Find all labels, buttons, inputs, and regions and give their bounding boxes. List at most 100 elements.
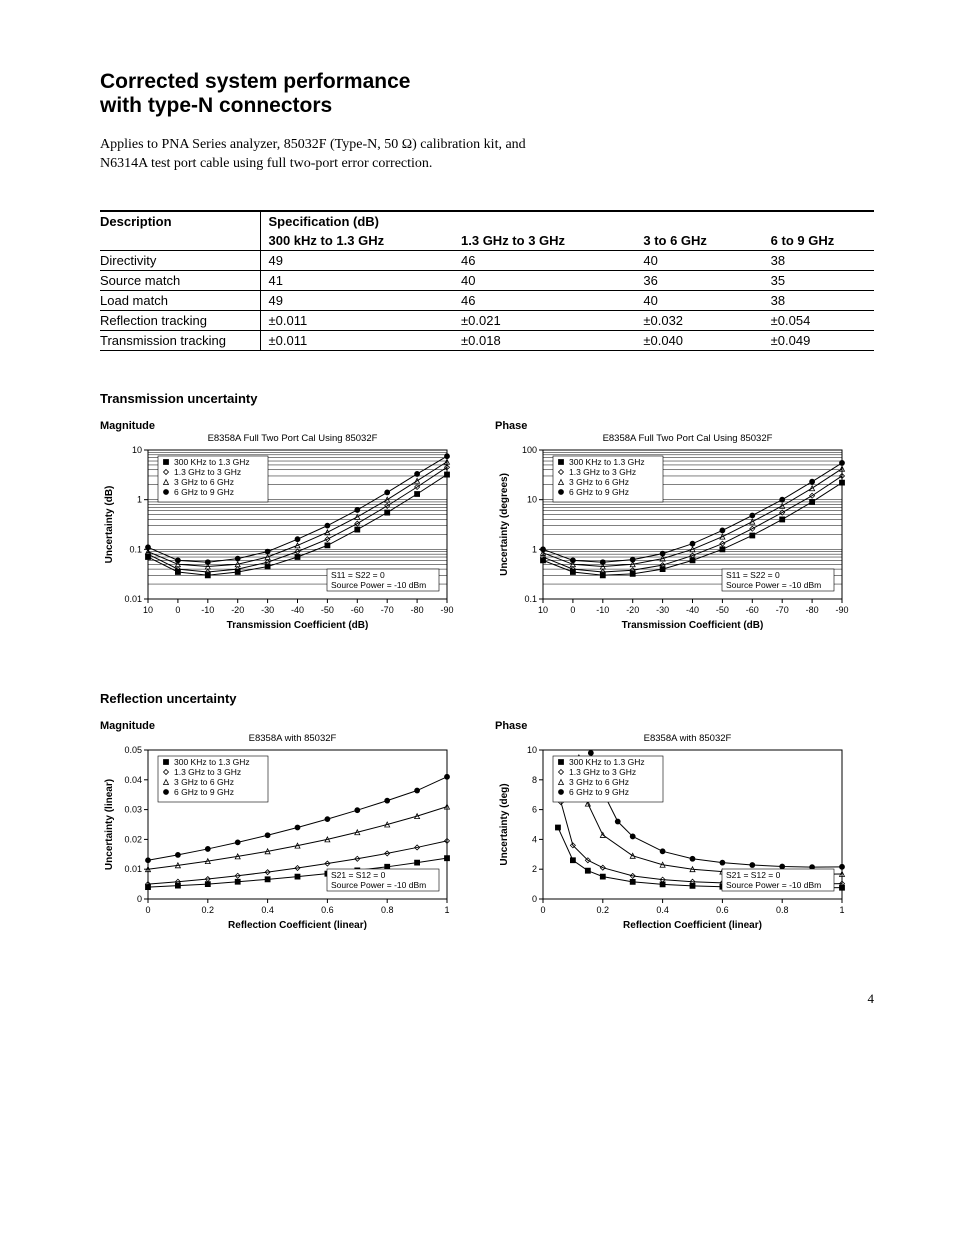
cell: 36 xyxy=(619,271,746,291)
svg-text:0: 0 xyxy=(137,894,142,904)
svg-text:-10: -10 xyxy=(596,605,609,615)
cell: ±0.018 xyxy=(437,331,619,351)
svg-text:S11 = S22 = 0: S11 = S22 = 0 xyxy=(726,570,780,580)
chart-svg: 00.20.40.60.810246810Reflection Coeffici… xyxy=(495,746,850,931)
row-label: Transmission tracking xyxy=(100,331,260,351)
svg-text:Reflection Coefficient (linear: Reflection Coefficient (linear) xyxy=(228,920,367,931)
cell: 40 xyxy=(619,251,746,271)
svg-text:Transmission Coefficient (dB): Transmission Coefficient (dB) xyxy=(227,620,369,631)
svg-text:-80: -80 xyxy=(411,605,424,615)
row-label: Reflection tracking xyxy=(100,311,260,331)
svg-text:1.3 GHz to 3 GHz: 1.3 GHz to 3 GHz xyxy=(174,467,241,477)
cell: 38 xyxy=(747,291,874,311)
svg-text:0: 0 xyxy=(175,605,180,615)
svg-text:3 GHz to 6 GHz: 3 GHz to 6 GHz xyxy=(174,477,234,487)
heading-line: Corrected system performance xyxy=(100,70,410,93)
cell: ±0.032 xyxy=(619,311,746,331)
page-heading: Corrected system performance with type-N… xyxy=(100,70,874,118)
table-row: Source match41403635 xyxy=(100,271,874,291)
intro-paragraph: Applies to PNA Series analyzer, 85032F (… xyxy=(100,136,540,174)
svg-text:3 GHz to 6 GHz: 3 GHz to 6 GHz xyxy=(174,777,234,787)
svg-text:1.3 GHz to 3 GHz: 1.3 GHz to 3 GHz xyxy=(569,467,636,477)
svg-text:0.03: 0.03 xyxy=(124,805,142,815)
svg-text:1.3 GHz to 3 GHz: 1.3 GHz to 3 GHz xyxy=(174,767,241,777)
th-description: Description xyxy=(100,211,260,231)
svg-text:0.8: 0.8 xyxy=(776,905,789,915)
svg-text:1: 1 xyxy=(137,495,142,505)
svg-text:S11 = S22 = 0: S11 = S22 = 0 xyxy=(331,570,385,580)
svg-text:3 GHz to 6 GHz: 3 GHz to 6 GHz xyxy=(569,777,629,787)
svg-text:-50: -50 xyxy=(321,605,334,615)
chart-title: E8358A with 85032F xyxy=(495,733,850,744)
row-label: Load match xyxy=(100,291,260,311)
spec-table: Description Specification (dB) 300 kHz t… xyxy=(100,210,874,351)
svg-text:-90: -90 xyxy=(835,605,848,615)
svg-text:0.02: 0.02 xyxy=(124,834,142,844)
svg-text:0: 0 xyxy=(145,905,150,915)
th-col: 1.3 GHz to 3 GHz xyxy=(437,231,619,251)
svg-text:0.2: 0.2 xyxy=(202,905,215,915)
svg-text:6 GHz to 9 GHz: 6 GHz to 9 GHz xyxy=(569,487,629,497)
svg-text:Uncertainty (deg): Uncertainty (deg) xyxy=(499,783,510,865)
svg-text:-60: -60 xyxy=(746,605,759,615)
cell: ±0.011 xyxy=(260,311,437,331)
svg-text:6 GHz to 9 GHz: 6 GHz to 9 GHz xyxy=(569,787,629,797)
svg-text:-50: -50 xyxy=(716,605,729,615)
svg-text:Uncertainty (degrees): Uncertainty (degrees) xyxy=(499,473,510,576)
svg-text:-40: -40 xyxy=(291,605,304,615)
svg-text:Source Power = -10 dBm: Source Power = -10 dBm xyxy=(726,880,821,890)
svg-text:0.1: 0.1 xyxy=(524,594,537,604)
svg-text:10: 10 xyxy=(527,495,537,505)
svg-text:10: 10 xyxy=(143,605,153,615)
th-col: 6 to 9 GHz xyxy=(747,231,874,251)
svg-text:-90: -90 xyxy=(440,605,453,615)
chart-subtitle: Phase xyxy=(495,420,850,432)
chart-title: E8358A Full Two Port Cal Using 85032F xyxy=(495,433,850,444)
section-title: Transmission uncertainty xyxy=(100,391,874,406)
svg-text:2: 2 xyxy=(532,864,537,874)
svg-text:-60: -60 xyxy=(351,605,364,615)
svg-text:8: 8 xyxy=(532,775,537,785)
cell: 49 xyxy=(260,251,437,271)
svg-text:Source Power = -10 dBm: Source Power = -10 dBm xyxy=(331,880,426,890)
table-row: Load match49464038 xyxy=(100,291,874,311)
cell: 35 xyxy=(747,271,874,291)
cell: 38 xyxy=(747,251,874,271)
svg-text:300 KHz to 1.3 GHz: 300 KHz to 1.3 GHz xyxy=(174,457,250,467)
svg-text:300 KHz to 1.3 GHz: 300 KHz to 1.3 GHz xyxy=(569,757,645,767)
cell: ±0.011 xyxy=(260,331,437,351)
svg-text:0.04: 0.04 xyxy=(124,775,142,785)
chart-title: E8358A with 85032F xyxy=(100,733,455,744)
svg-text:100: 100 xyxy=(522,446,537,455)
svg-text:1: 1 xyxy=(532,544,537,554)
svg-text:Source Power = -10 dBm: Source Power = -10 dBm xyxy=(726,580,821,590)
svg-text:-20: -20 xyxy=(231,605,244,615)
svg-text:-10: -10 xyxy=(201,605,214,615)
trans-section: Transmission uncertainty MagnitudeE8358A… xyxy=(100,391,874,631)
chart-subtitle: Magnitude xyxy=(100,720,455,732)
svg-text:0.1: 0.1 xyxy=(129,544,142,554)
th-col: 3 to 6 GHz xyxy=(619,231,746,251)
cell: ±0.040 xyxy=(619,331,746,351)
svg-text:-70: -70 xyxy=(776,605,789,615)
svg-text:6 GHz to 9 GHz: 6 GHz to 9 GHz xyxy=(174,487,234,497)
svg-text:S21 = S12 = 0: S21 = S12 = 0 xyxy=(331,870,386,880)
row-label: Directivity xyxy=(100,251,260,271)
chart-svg: 00.20.40.60.8100.010.020.030.040.05Refle… xyxy=(100,746,455,931)
refl-section: Reflection uncertainty MagnitudeE8358A w… xyxy=(100,691,874,931)
table-row: Reflection tracking±0.011±0.021±0.032±0.… xyxy=(100,311,874,331)
svg-text:3 GHz to 6 GHz: 3 GHz to 6 GHz xyxy=(569,477,629,487)
svg-text:10: 10 xyxy=(132,446,142,455)
page-number: 4 xyxy=(868,991,875,1007)
th-spec: Specification (dB) xyxy=(260,211,874,231)
chart-svg: 100-10-20-30-40-50-60-70-80-900.1110100T… xyxy=(495,446,850,631)
svg-text:Source Power = -10 dBm: Source Power = -10 dBm xyxy=(331,580,426,590)
cell: 40 xyxy=(619,291,746,311)
svg-text:0.8: 0.8 xyxy=(381,905,394,915)
cell: ±0.049 xyxy=(747,331,874,351)
row-label: Source match xyxy=(100,271,260,291)
chart-title: E8358A Full Two Port Cal Using 85032F xyxy=(100,433,455,444)
th-col: 300 kHz to 1.3 GHz xyxy=(260,231,437,251)
svg-text:0.4: 0.4 xyxy=(261,905,274,915)
svg-text:300 KHz to 1.3 GHz: 300 KHz to 1.3 GHz xyxy=(174,757,250,767)
